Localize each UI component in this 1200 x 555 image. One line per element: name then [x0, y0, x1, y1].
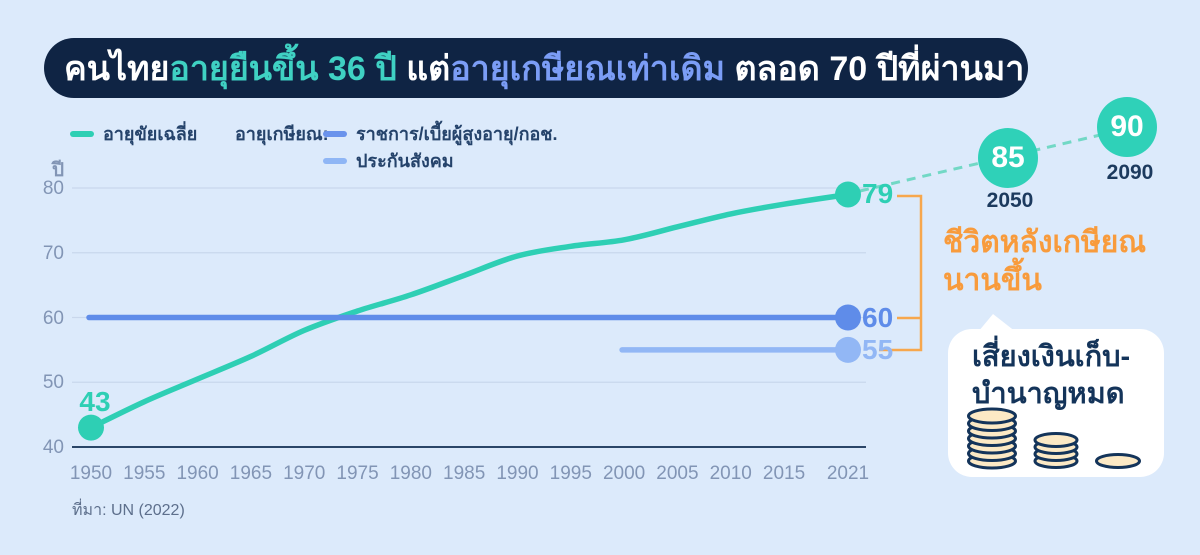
series-end-dot-0	[835, 181, 861, 208]
series-end-value-label: 60	[862, 301, 894, 333]
government-line-swatch-icon	[323, 131, 347, 137]
x-tick-label: 2000	[602, 463, 646, 484]
social-security-line-swatch-icon	[323, 158, 347, 164]
legend-label-life: อายุขัยเฉลี่ย	[103, 124, 198, 144]
coin	[1033, 432, 1079, 448]
x-tick-label: 1965	[229, 463, 273, 484]
x-tick-label: 1975	[336, 463, 379, 484]
y-tick-label: 50	[42, 372, 64, 394]
y-tick-label: 60	[42, 307, 64, 329]
y-tick-label: 70	[42, 242, 64, 264]
legend-item-government: ราชการ/เบี้ยผู้สูงอายุ/กอช.	[323, 123, 558, 145]
projection-circle-2090: 90	[1097, 97, 1157, 157]
x-tick-label: 1970	[283, 463, 326, 484]
life-line-swatch-icon	[70, 131, 94, 137]
y-tick-label: 80	[42, 178, 64, 199]
coin-stacks-icon	[967, 407, 1141, 470]
legend-retirement-header: อายุเกษียณ:	[235, 123, 329, 145]
x-tick-label: 1960	[176, 463, 219, 484]
risk-bubble-line1: เสี่ยงเงินเก็บ-	[972, 341, 1131, 373]
risk-speech-bubble: เสี่ยงเงินเก็บ- บำนาญหมด	[948, 314, 1164, 477]
coin	[1095, 453, 1141, 469]
title-seg-2: อายุยืนขึ้น 36 ปี	[169, 50, 397, 88]
series-start-value-label: 43	[79, 385, 111, 417]
legend-item-life-expectancy: อายุขัยเฉลี่ย	[70, 123, 197, 145]
series-start-dot-0	[78, 414, 104, 441]
coin	[967, 407, 1017, 425]
series-end-dot-1	[835, 304, 861, 331]
title-seg-5: ตลอด 70 ปีที่ผ่านมา	[725, 50, 1025, 88]
y-axis-unit-label: ปี	[51, 160, 64, 181]
x-tick-label: 1995	[549, 463, 592, 484]
risk-bubble-line2: บำนาญหมด	[972, 378, 1125, 410]
x-tick-label: 1990	[496, 463, 539, 484]
series-end-value-label: 79	[862, 178, 894, 210]
projection-year-2050: 2050	[986, 189, 1034, 212]
title-seg-4: อายุเกษียณเท่าเดิม	[450, 50, 726, 88]
legend-item-social-security: ประกันสังคม	[323, 150, 454, 172]
title-bar: คนไทย อายุยืนขึ้น 36 ปี แต่ อายุเกษียณเท่า…	[44, 38, 1028, 98]
x-tick-label: 1980	[389, 463, 432, 484]
post-retirement-line2: นานขึ้น	[943, 264, 1042, 297]
title-seg-1: คนไทย	[64, 50, 170, 88]
legend-label-retirement: อายุเกษียณ:	[235, 124, 329, 144]
y-tick-label: 40	[42, 437, 64, 458]
x-tick-label: 2015	[762, 463, 806, 484]
series-end-dot-2	[835, 336, 861, 363]
series-end-value-label: 55	[862, 333, 894, 365]
x-tick-label: 2021	[826, 463, 870, 484]
legend-label-social-security: ประกันสังคม	[356, 151, 454, 171]
x-tick-label: 1950	[69, 463, 113, 484]
title-seg-3: แต่	[396, 50, 451, 88]
x-tick-label: 1955	[123, 463, 166, 484]
x-tick-label: 2010	[709, 463, 752, 484]
risk-bubble-text: เสี่ยงเงินเก็บ- บำนาญหมด	[972, 339, 1130, 413]
projection-year-2090: 2090	[1106, 161, 1154, 184]
post-retirement-line1: ชีวิตหลังเกษียณ	[943, 226, 1147, 259]
x-tick-label: 1985	[443, 463, 486, 484]
projection-circle-2050: 85	[978, 128, 1038, 188]
legend-label-government: ราชการ/เบี้ยผู้สูงอายุ/กอช.	[356, 124, 558, 144]
source-credit: ที่มา: UN (2022)	[72, 502, 185, 519]
post-retirement-annotation: ชีวิตหลังเกษียณ นานขึ้น	[943, 224, 1146, 300]
projection-value-2050: 85	[991, 141, 1025, 174]
post-retirement-bracket	[879, 194, 923, 352]
x-tick-label: 2005	[656, 463, 699, 484]
projection-value-2090: 90	[1110, 110, 1144, 143]
series-line-0	[88, 191, 851, 431]
